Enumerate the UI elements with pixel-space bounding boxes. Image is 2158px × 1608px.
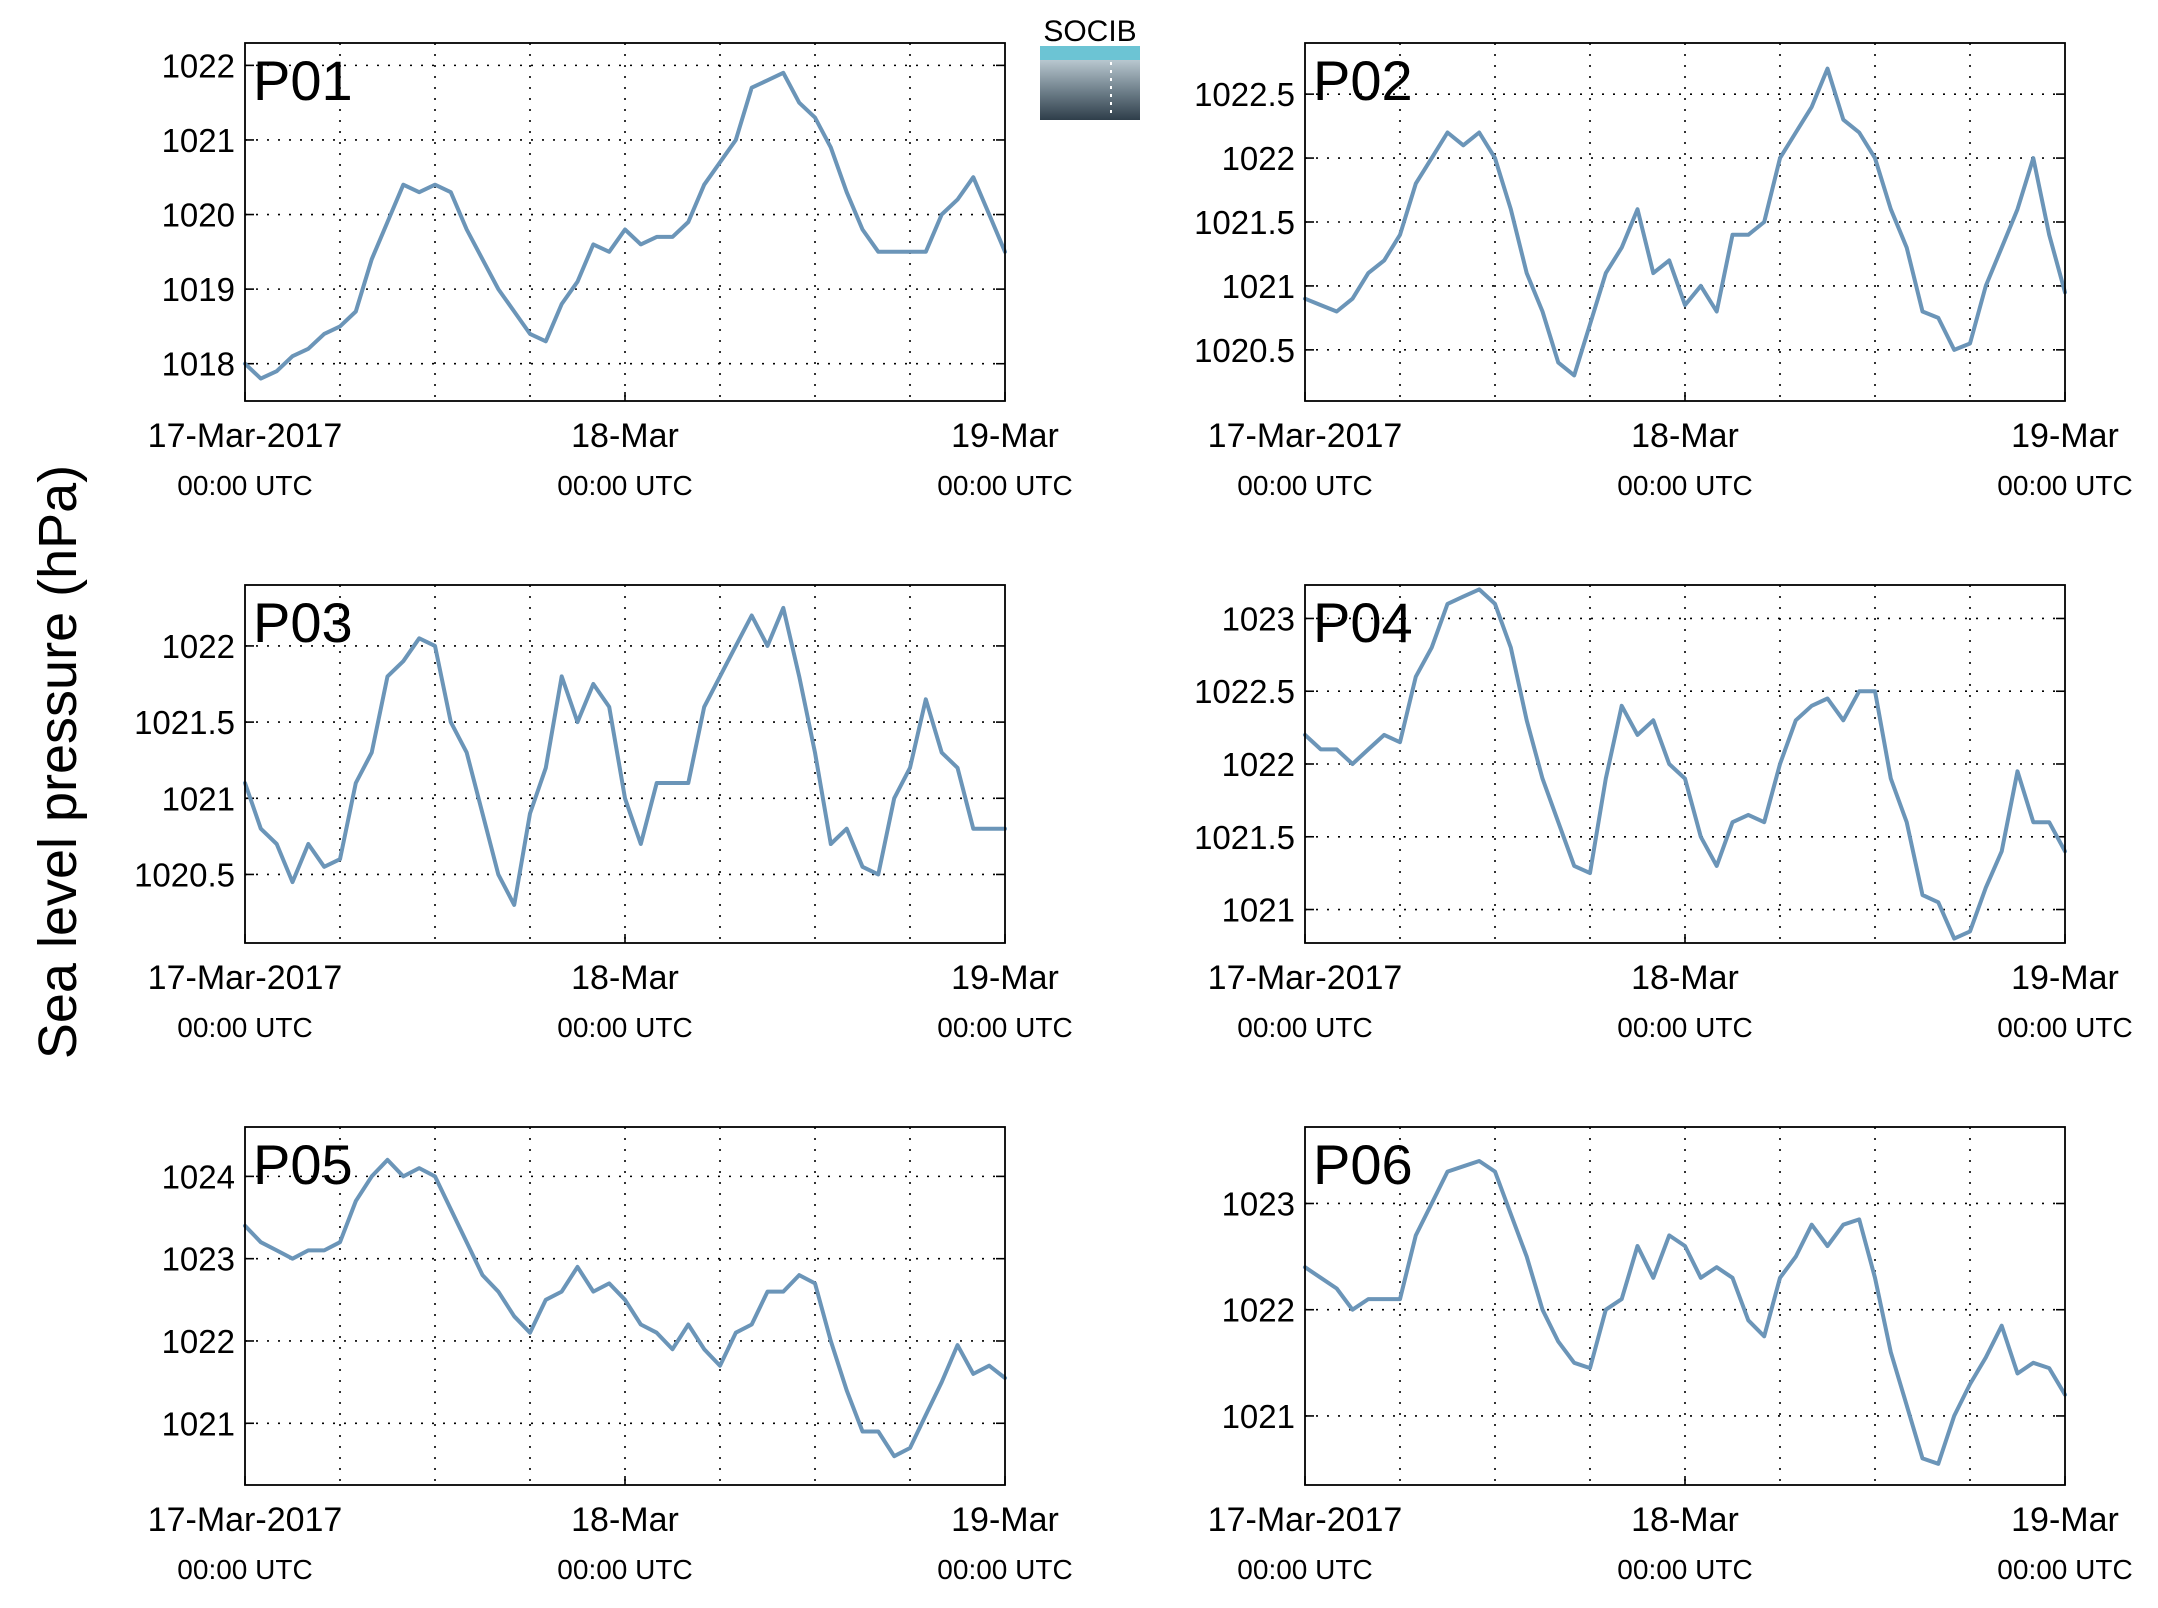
x-tick-sublabel: 00:00 UTC [557,1554,692,1585]
panel-label: P05 [253,1133,353,1196]
x-tick-label: 18-Mar [1631,1501,1739,1539]
x-tick-label: 18-Mar [1631,417,1739,455]
y-tick-label: 1021 [162,780,235,817]
socib-logo-block [1040,60,1140,120]
y-tick-label: 1023 [1222,600,1295,637]
x-tick-sublabel: 00:00 UTC [1997,1012,2132,1043]
x-tick-label: 19-Mar [2011,417,2119,455]
pressure-series-line [243,605,1007,907]
panel-01: 1018 1019 1020 1021 1022 17-Mar-2017 00:00 UTC… [148,42,1073,501]
y-tick-label: 1023 [162,1241,235,1278]
panel-03: 1020.5 1021 1021.5 1022 17-Mar-2017 00:00 UTC… [134,584,1073,1043]
x-tick-sublabel: 00:00 UTC [1997,1554,2132,1585]
x-tick-label: 17-Mar-2017 [1208,1501,1403,1539]
x-tick-label: 18-Mar [1631,959,1739,997]
y-tick-label: 1022 [1222,140,1295,177]
pressure-series-line [243,1157,1007,1459]
x-tick-sublabel: 00:00 UTC [557,470,692,501]
panel-label: P01 [253,49,353,112]
y-tick-label: 1020 [162,197,235,234]
x-tick-label: 19-Mar [2011,1501,2119,1539]
socib-logo-text: SOCIB [1043,15,1136,48]
x-tick-sublabel: 00:00 UTC [937,1012,1072,1043]
y-tick-label: 1021 [1222,268,1295,305]
axes-frame [244,42,1006,402]
panel-label: P03 [253,591,353,654]
x-tick-label: 19-Mar [951,1501,1059,1539]
axes-frame [244,1126,1006,1486]
x-tick-label: 18-Mar [571,417,679,455]
panel-02: 1020.5 1021 1021.5 1022 1022.5 17-Mar-2017 00:… [1194,42,2133,501]
panel-label: P02 [1313,49,1413,112]
pressure-series-line [1303,66,2067,378]
y-tick-label: 1020.5 [134,856,235,893]
x-tick-sublabel: 00:00 UTC [1617,1012,1752,1043]
x-tick-sublabel: 00:00 UTC [177,1554,312,1585]
y-tick-label: 1024 [162,1158,235,1195]
y-tick-label: 1020.5 [1194,332,1295,369]
x-tick-sublabel: 00:00 UTC [1237,1012,1372,1043]
panel-grid: 1018 1019 1020 1021 1022 17-Mar-2017 00:00 UTC… [134,42,2133,1585]
pressure-series-line [243,70,1007,381]
x-tick-sublabel: 00:00 UTC [937,470,1072,501]
x-tick-label: 19-Mar [951,959,1059,997]
x-tick-label: 19-Mar [951,417,1059,455]
panel-label: P06 [1313,1133,1413,1196]
panel-04: 1021 1021.5 1022 1022.5 1023 17-Mar-2017 00:00… [1194,584,2133,1043]
y-tick-label: 1019 [162,271,235,308]
pressure-series-line [1303,1159,2067,1466]
x-tick-sublabel: 00:00 UTC [1237,470,1372,501]
x-tick-label: 17-Mar-2017 [148,1501,343,1539]
x-tick-label: 17-Mar-2017 [1208,417,1403,455]
x-tick-label: 17-Mar-2017 [148,417,343,455]
x-tick-sublabel: 00:00 UTC [1617,1554,1752,1585]
x-tick-label: 17-Mar-2017 [1208,959,1403,997]
x-tick-sublabel: 00:00 UTC [937,1554,1072,1585]
y-tick-label: 1021 [162,122,235,159]
y-tick-label: 1022 [162,1323,235,1360]
x-tick-sublabel: 00:00 UTC [1617,470,1752,501]
y-tick-label: 1021.5 [1194,819,1295,856]
y-tick-label: 1022.5 [1194,673,1295,710]
y-tick-label: 1023 [1222,1185,1295,1222]
y-tick-label: 1022 [162,628,235,665]
x-tick-label: 18-Mar [571,1501,679,1539]
y-tick-label: 1022 [1222,1292,1295,1329]
x-tick-label: 17-Mar-2017 [148,959,343,997]
y-tick-label: 1021.5 [1194,204,1295,241]
x-tick-sublabel: 00:00 UTC [1237,1554,1372,1585]
axes-frame [244,584,1006,944]
y-tick-label: 1021 [1222,892,1295,929]
y-tick-label: 1022.5 [1194,76,1295,113]
panel-label: P04 [1313,591,1413,654]
y-tick-label: 1021 [162,1405,235,1442]
y-tick-label: 1021.5 [134,704,235,741]
x-tick-sublabel: 00:00 UTC [1997,470,2132,501]
x-tick-label: 19-Mar [2011,959,2119,997]
pressure-series-line [1303,587,2067,941]
y-tick-label: 1018 [162,346,235,383]
y-tick-label: 1022 [1222,746,1295,783]
x-tick-sublabel: 00:00 UTC [177,470,312,501]
panel-06: 1021 1022 1023 17-Mar-2017 00:00 UTC 18-Mar 00… [1208,1126,2133,1585]
panel-05: 1021 1022 1023 1024 17-Mar-2017 00:00 UTC 18-M… [148,1126,1073,1585]
y-tick-label: 1021 [1222,1398,1295,1435]
y-tick-label: 1022 [162,47,235,84]
y-axis-label: Sea level pressure (hPa) [28,465,88,1059]
x-tick-sublabel: 00:00 UTC [557,1012,692,1043]
axes-frame [1304,584,2066,944]
x-tick-sublabel: 00:00 UTC [177,1012,312,1043]
socib-logo-band [1040,46,1140,60]
socib-logo: SOCIB [1040,15,1140,120]
x-tick-label: 18-Mar [571,959,679,997]
